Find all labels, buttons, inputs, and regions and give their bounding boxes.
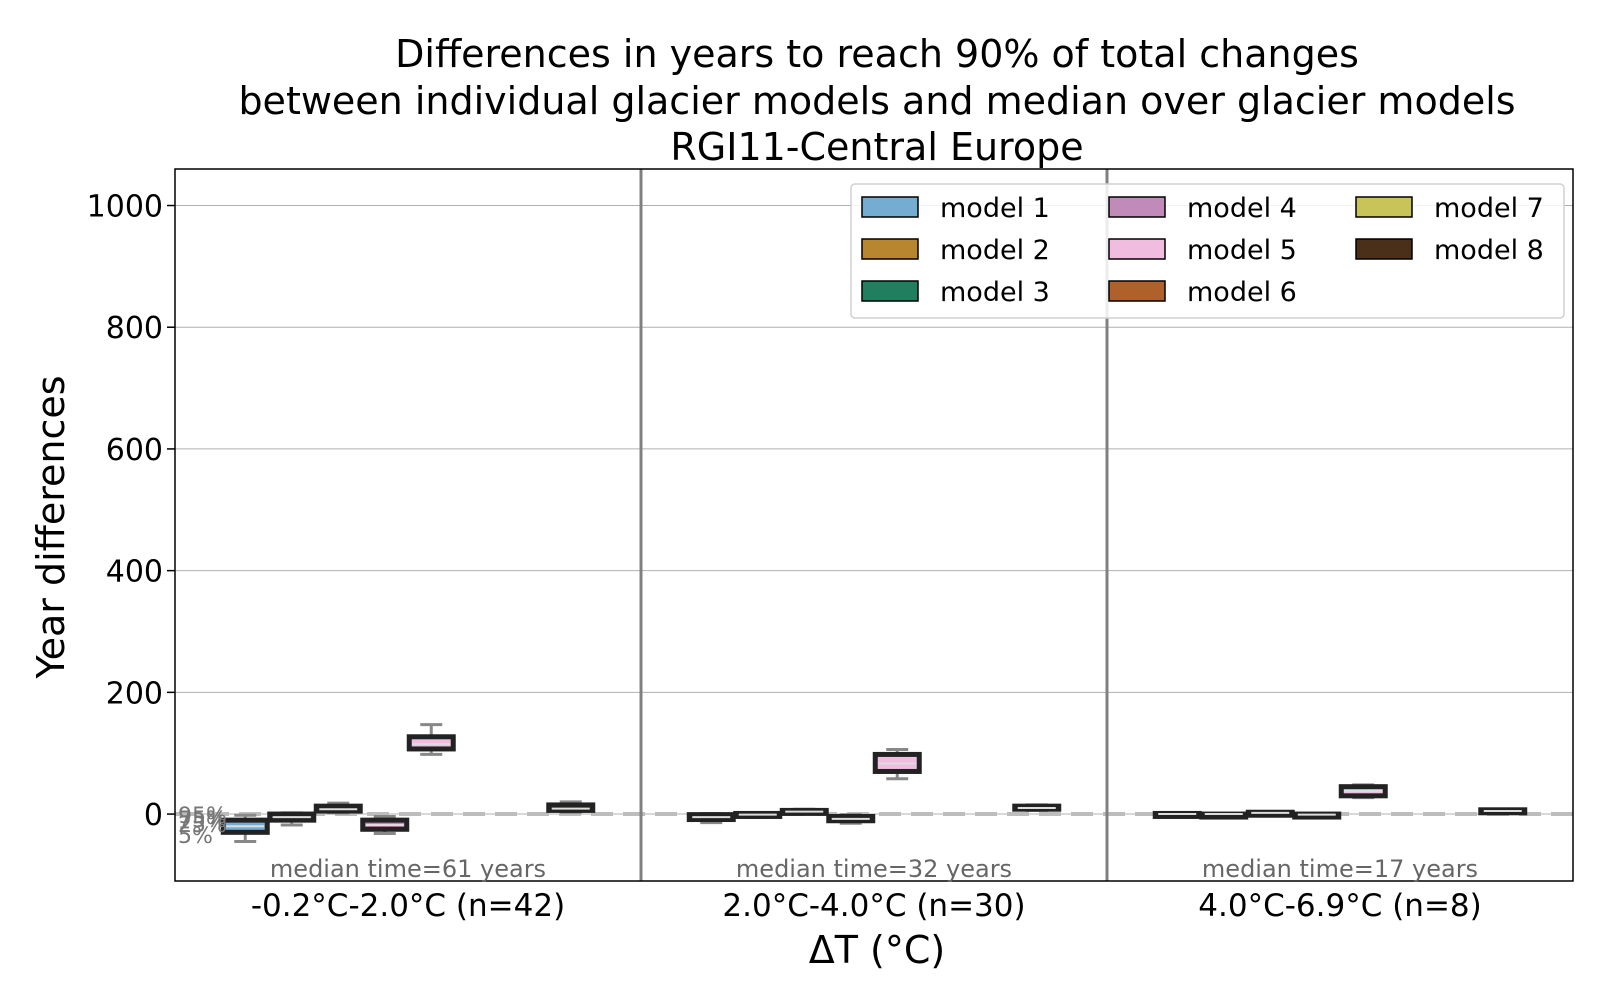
legend-label: model 8: [1434, 235, 1544, 266]
x-axis-label: ΔT (°C): [809, 928, 945, 972]
median-time-note: median time=32 years: [736, 855, 1012, 883]
percentile-label: 25%: [178, 813, 227, 838]
box-model-1: [1152, 810, 1202, 819]
legend-label: model 5: [1187, 235, 1297, 266]
box-model-4: [1292, 811, 1342, 820]
box-model-2: [1199, 811, 1249, 820]
y-tick-label: 1000: [87, 190, 163, 225]
box-model-2: [267, 811, 317, 827]
plot-frame: [174, 168, 1574, 882]
median-time-note: median time=17 years: [1202, 855, 1478, 883]
y-tick-label: 0: [144, 798, 163, 833]
box-model-5: [872, 748, 922, 781]
box-model-3: [313, 801, 363, 815]
legend-item-model-8: model 8: [1355, 235, 1544, 266]
legend-item-model-3: model 3: [861, 277, 1050, 308]
percentile-label: 75%: [178, 808, 227, 833]
legend-swatch: [1355, 196, 1413, 218]
box-model-3: [779, 807, 829, 816]
iqr-box: [406, 734, 456, 752]
x-group-label: 2.0°C-4.0°C (n=30): [722, 888, 1025, 924]
box-model-8: [1012, 803, 1062, 812]
chart-title-line-3: RGI11-Central Europe: [670, 125, 1083, 169]
percentile-label: 5%: [178, 824, 213, 849]
box-model-4: [360, 814, 410, 836]
legend-item-model-7: model 7: [1355, 193, 1544, 224]
box-model-4: [826, 813, 876, 825]
x-group-labels: median time=61 years -0.2°C-2.0°C (n=42) m…: [251, 855, 1482, 924]
y-tick-label: 200: [106, 676, 163, 711]
percentile-labels: 95%75%25%5%: [178, 804, 227, 849]
y-tick-label: 800: [106, 311, 163, 346]
legend-swatch: [1108, 280, 1166, 302]
x-group-label: 4.0°C-6.9°C (n=8): [1198, 888, 1481, 924]
box-model-2: [733, 810, 783, 819]
chart-title-line-2: between individual glacier models and me…: [238, 79, 1515, 123]
legend-item-model-6: model 6: [1108, 277, 1297, 308]
box-model-8: [546, 800, 596, 814]
legend-item-model-1: model 1: [861, 193, 1050, 224]
chart-title-line-1: Differences in years to reach 90% of tot…: [395, 32, 1359, 76]
legend-swatch: [1108, 196, 1166, 218]
legend: model 1 model 2 model 3 model 4 model 5 model…: [850, 183, 1565, 319]
chart-title: Differences in years to reach 90% of tot…: [238, 32, 1515, 169]
x-group-label: -0.2°C-2.0°C (n=42): [251, 888, 565, 924]
y-tick-label: 600: [106, 433, 163, 468]
legend-swatch: [1108, 238, 1166, 260]
legend-item-model-5: model 5: [1108, 235, 1297, 266]
box-model-5: [406, 723, 456, 756]
legend-item-model-4: model 4: [1108, 193, 1297, 224]
legend-swatch: [861, 196, 919, 218]
box-model-1: [220, 813, 270, 843]
percentile-label: 95%: [178, 804, 227, 829]
legend-swatch: [1355, 238, 1413, 260]
box-model-1: [686, 811, 736, 825]
plot-border: [174, 168, 1574, 882]
legend-label: model 4: [1187, 193, 1297, 224]
legend-label: model 6: [1187, 277, 1297, 308]
legend-label: model 7: [1434, 193, 1544, 224]
y-axis-label: Year differences: [29, 375, 73, 679]
legend-item-model-2: model 2: [861, 235, 1050, 266]
legend-swatch: [861, 280, 919, 302]
box-model-8: [1478, 807, 1528, 816]
box-plots: [220, 723, 1528, 843]
y-tick-label: 400: [106, 555, 163, 590]
y-axis-ticks: 0 200 400 600 800 1000: [87, 190, 175, 833]
legend-label: model 1: [940, 193, 1050, 224]
legend-label: model 3: [940, 277, 1050, 308]
box-model-5: [1338, 783, 1388, 800]
box-model-3: [1245, 809, 1295, 818]
legend-swatch: [861, 238, 919, 260]
median-time-note: median time=61 years: [270, 855, 546, 883]
legend-label: model 2: [940, 235, 1050, 266]
